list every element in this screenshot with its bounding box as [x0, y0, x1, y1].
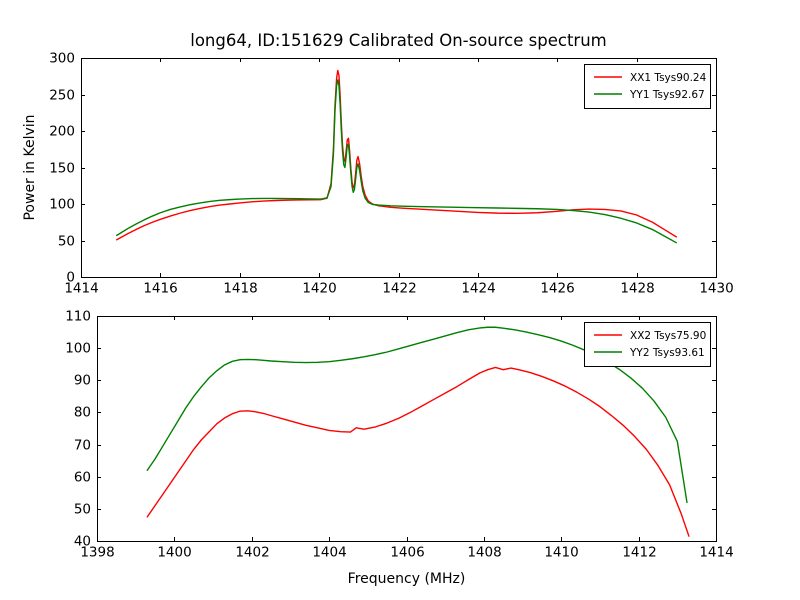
legend-label: XX1 Tsys90.24 [630, 72, 707, 84]
x-tick-label: 1398 [80, 545, 114, 561]
legend-label: YY2 Tsys93.61 [629, 347, 705, 359]
plot-panel-upper-panel: 1414 1416 1418 1420 1422 1424 1426 1428 1430 0 50 1… [22, 31, 734, 297]
y-tick-label: 50 [58, 234, 75, 250]
y-tick-label: 150 [49, 161, 75, 177]
legend-label: YY1 Tsys92.67 [629, 89, 705, 101]
y-tick-label: 300 [49, 51, 75, 67]
x-tick-label: 1416 [143, 281, 177, 297]
x-tick-label: 1428 [620, 281, 654, 297]
legend[interactable]: XX1 Tsys90.24 YY1 Tsys92.67 [584, 64, 711, 109]
x-tick-label: 1422 [382, 281, 416, 297]
plot-title: long64, ID:151629 Calibrated On-source s… [190, 31, 606, 50]
y-tick-label: 60 [74, 470, 91, 486]
series-line [116, 79, 678, 244]
x-tick-label: 1430 [699, 281, 733, 297]
y-axis-label: Power in Kelvin [22, 114, 38, 220]
x-tick-label: 1404 [312, 545, 346, 561]
x-tick-label: 1408 [467, 545, 501, 561]
x-tick-label: 1410 [544, 545, 578, 561]
x-tick-label: 1414 [699, 545, 733, 561]
series-line [146, 366, 690, 537]
x-tick-label: 1424 [461, 281, 495, 297]
y-tick-label: 200 [49, 124, 75, 140]
x-tick-label: 1418 [223, 281, 257, 297]
x-tick-label: 1426 [540, 281, 574, 297]
x-tick-label: 1402 [235, 545, 269, 561]
x-tick-label: 1406 [390, 545, 424, 561]
y-tick-label: 50 [74, 502, 91, 518]
legend-box [584, 322, 711, 367]
legend-box [584, 64, 711, 109]
y-tick-label: 100 [65, 341, 91, 357]
legend-label: XX2 Tsys75.90 [630, 330, 706, 342]
x-axis-label: Frequency (MHz) [348, 571, 466, 587]
y-tick-label: 110 [65, 309, 91, 325]
y-tick-label: 80 [74, 405, 91, 421]
x-tick-label: 1400 [157, 545, 191, 561]
legend[interactable]: XX2 Tsys75.90 YY2 Tsys93.61 [584, 322, 711, 367]
x-tick-label: 1414 [64, 281, 98, 297]
plot-panel-lower-panel: 1398 1400 1402 1404 1406 1408 1410 1412 1414 40 50… [65, 309, 733, 588]
y-tick-label: 0 [66, 270, 75, 286]
y-tick-label: 250 [49, 88, 75, 104]
x-tick-label: 1412 [622, 545, 656, 561]
y-tick-label: 90 [74, 373, 91, 389]
x-tick-label: 1420 [302, 281, 336, 297]
y-tick-label: 40 [74, 534, 91, 550]
y-tick-label: 70 [74, 438, 91, 454]
y-tick-label: 100 [49, 197, 75, 213]
